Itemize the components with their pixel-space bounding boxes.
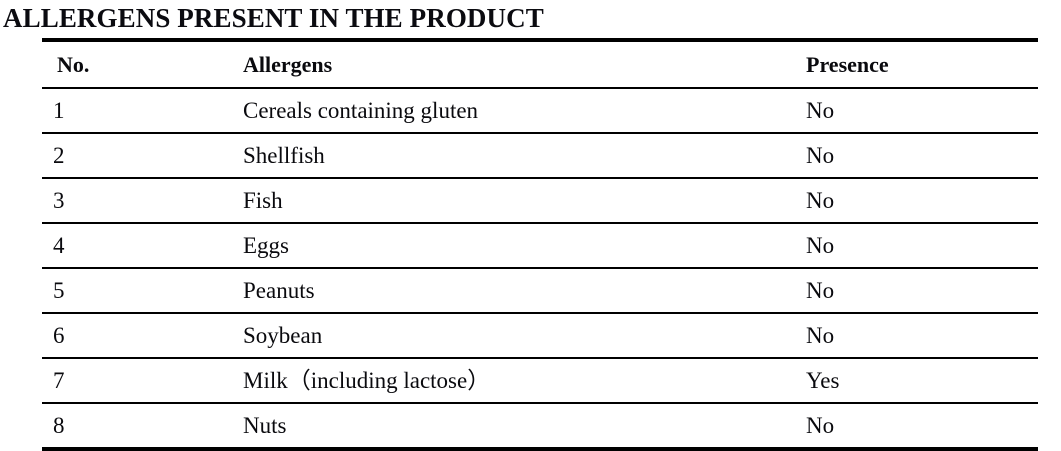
- table-row: 3 Fish No: [42, 178, 1038, 224]
- cell-presence-value: No: [795, 403, 1038, 451]
- cell-row-number: 5: [42, 268, 142, 314]
- cell-presence-value: No: [795, 313, 1038, 359]
- table-header: No. Allergens Presence: [42, 38, 1038, 89]
- cell-row-number: 4: [42, 223, 142, 269]
- table-row: 6 Soybean No: [42, 313, 1038, 359]
- cell-row-number: 3: [42, 178, 142, 224]
- cell-presence-value: No: [795, 223, 1038, 269]
- column-header-allergens: Allergens: [142, 38, 795, 89]
- cell-row-number: 2: [42, 133, 142, 179]
- allergens-table: No. Allergens Presence 1 Cereals containi…: [42, 38, 1038, 451]
- table-header-row: No. Allergens Presence: [42, 38, 1038, 89]
- table-row: 1 Cereals containing gluten No: [42, 88, 1038, 134]
- cell-row-number: 6: [42, 313, 142, 359]
- cell-row-number: 1: [42, 88, 142, 134]
- cell-presence-value: No: [795, 268, 1038, 314]
- cell-allergen-name: Cereals containing gluten: [142, 88, 795, 134]
- cell-allergen-name: Soybean: [142, 313, 795, 359]
- cell-presence-value: No: [795, 133, 1038, 179]
- table-body: 1 Cereals containing gluten No 2 Shellfish No…: [42, 88, 1038, 451]
- table-row: 5 Peanuts No: [42, 268, 1038, 314]
- page-title: ALLERGENS PRESENT IN THE PRODUCT: [3, 3, 544, 33]
- cell-presence-value: Yes: [795, 358, 1038, 404]
- table-row: 8 Nuts No: [42, 403, 1038, 451]
- cell-allergen-name: Peanuts: [142, 268, 795, 314]
- cell-allergen-name: Eggs: [142, 223, 795, 269]
- column-header-presence: Presence: [795, 38, 1038, 89]
- cell-allergen-name: Milk（including lactose）: [142, 358, 795, 404]
- table-row: 2 Shellfish No: [42, 133, 1038, 179]
- cell-presence-value: No: [795, 178, 1038, 224]
- cell-presence-value: No: [795, 88, 1038, 134]
- cell-allergen-name: Nuts: [142, 403, 795, 451]
- cell-row-number: 8: [42, 403, 142, 451]
- column-header-no: No.: [42, 38, 142, 89]
- table-row: 4 Eggs No: [42, 223, 1038, 269]
- cell-allergen-name: Shellfish: [142, 133, 795, 179]
- cell-allergen-name: Fish: [142, 178, 795, 224]
- cell-row-number: 7: [42, 358, 142, 404]
- table-row: 7 Milk（including lactose） Yes: [42, 358, 1038, 404]
